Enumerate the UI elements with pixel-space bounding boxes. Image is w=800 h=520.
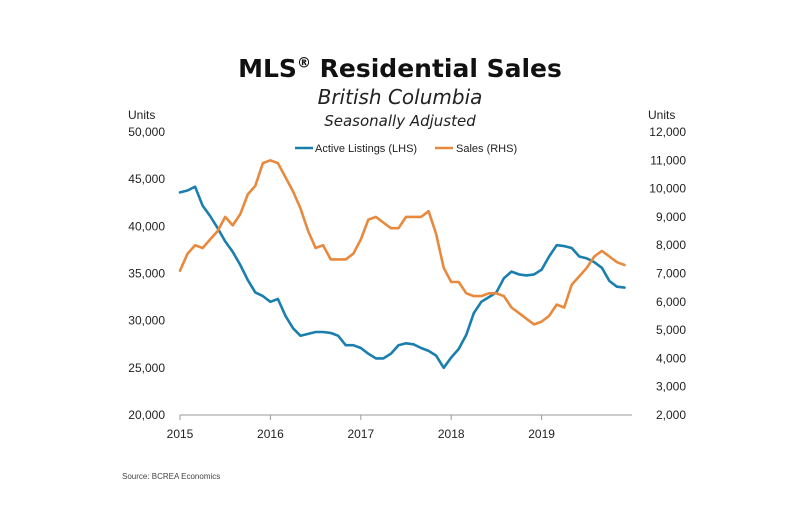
x-axis-ticks: 2015 2016 2017 2018 2019 <box>167 415 555 441</box>
series-line-sales <box>178 159 626 326</box>
left-tick-label: 25,000 <box>128 361 165 375</box>
right-axis-label: Units <box>648 108 675 122</box>
chart-subtitle: British Columbia <box>317 85 483 109</box>
series-lines <box>178 159 626 370</box>
right-tick-label: 9,000 <box>656 210 686 224</box>
chart-title: MLS® Residential Sales <box>238 54 562 83</box>
source-note: Source: BCREA Economics <box>122 472 221 481</box>
right-tick-label: 10,000 <box>649 182 686 196</box>
legend: Active Listings (LHS) Sales (RHS) <box>295 143 517 155</box>
x-tick-label: 2019 <box>528 427 555 441</box>
right-tick-label: 4,000 <box>656 351 686 365</box>
chart-subsubtitle: Seasonally Adjusted <box>324 112 476 130</box>
left-axis-ticks: 20,000 25,000 30,000 35,000 40,000 45,000 50,0… <box>128 125 165 422</box>
right-tick-label: 12,000 <box>649 125 686 139</box>
right-axis-ticks: 2,000 3,000 4,000 5,000 6,000 7,000 8,000 9,000… <box>649 125 686 422</box>
x-tick-label: 2015 <box>167 427 194 441</box>
left-tick-label: 20,000 <box>128 408 165 422</box>
left-tick-label: 50,000 <box>128 125 165 139</box>
x-tick-label: 2018 <box>438 427 465 441</box>
left-tick-label: 35,000 <box>128 267 165 281</box>
right-tick-label: 11,000 <box>650 153 686 167</box>
right-tick-label: 6,000 <box>656 295 686 309</box>
series-line-active-listings <box>178 185 626 370</box>
left-tick-label: 45,000 <box>128 172 165 186</box>
legend-label-active-listings: Active Listings (LHS) <box>315 143 417 155</box>
left-tick-label: 40,000 <box>128 219 165 233</box>
right-tick-label: 3,000 <box>656 380 686 394</box>
right-tick-label: 8,000 <box>656 238 686 252</box>
legend-label-sales: Sales (RHS) <box>456 143 517 155</box>
x-tick-label: 2017 <box>347 427 374 441</box>
right-tick-label: 7,000 <box>656 267 686 281</box>
right-tick-label: 5,000 <box>656 323 686 337</box>
left-axis-label: Units <box>128 108 155 122</box>
left-tick-label: 30,000 <box>128 314 165 328</box>
x-tick-label: 2016 <box>257 427 284 441</box>
right-tick-label: 2,000 <box>656 408 686 422</box>
